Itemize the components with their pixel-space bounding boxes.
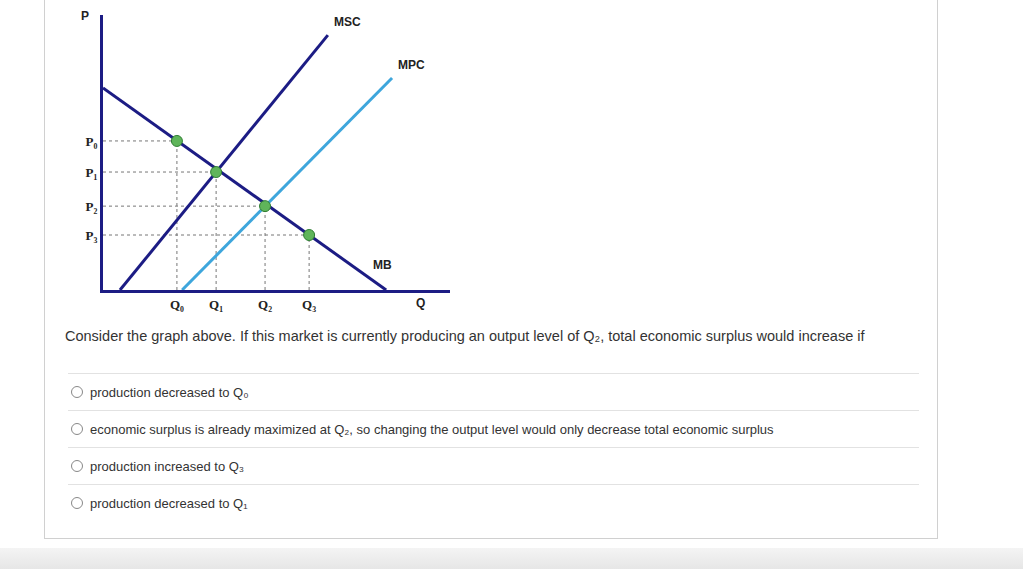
html-text:production decreased to Q₀: production decreased to Q₀: [90, 384, 249, 400]
svg-text:Q₃: Q₃: [302, 297, 316, 312]
html-text:Consider the graph above. If t: Consider the graph above. If this market…: [65, 328, 865, 344]
svg-text:P₂: P₂: [86, 199, 98, 214]
svg-text:Q₁: Q₁: [209, 297, 223, 312]
svg-text:MPC: MPC: [398, 58, 425, 72]
svg-text:Q: Q: [416, 296, 425, 310]
svg-text:P₀: P₀: [86, 134, 98, 149]
svg-text:MB: MB: [373, 258, 392, 272]
html-text:production decreased to Q₁: production decreased to Q₁: [90, 495, 248, 511]
svg-text:P: P: [81, 9, 89, 23]
svg-text:P₃: P₃: [86, 228, 98, 243]
svg-text:Q₂: Q₂: [258, 297, 272, 312]
svg-text:P₁: P₁: [86, 165, 98, 180]
html-text:production increased to Q₃: production increased to Q₃: [90, 458, 245, 474]
html-text:economic surplus is already ma: economic surplus is already maximized at…: [90, 421, 774, 437]
svg-text:MSC: MSC: [334, 15, 361, 29]
svg-text:Q₀: Q₀: [170, 297, 184, 312]
